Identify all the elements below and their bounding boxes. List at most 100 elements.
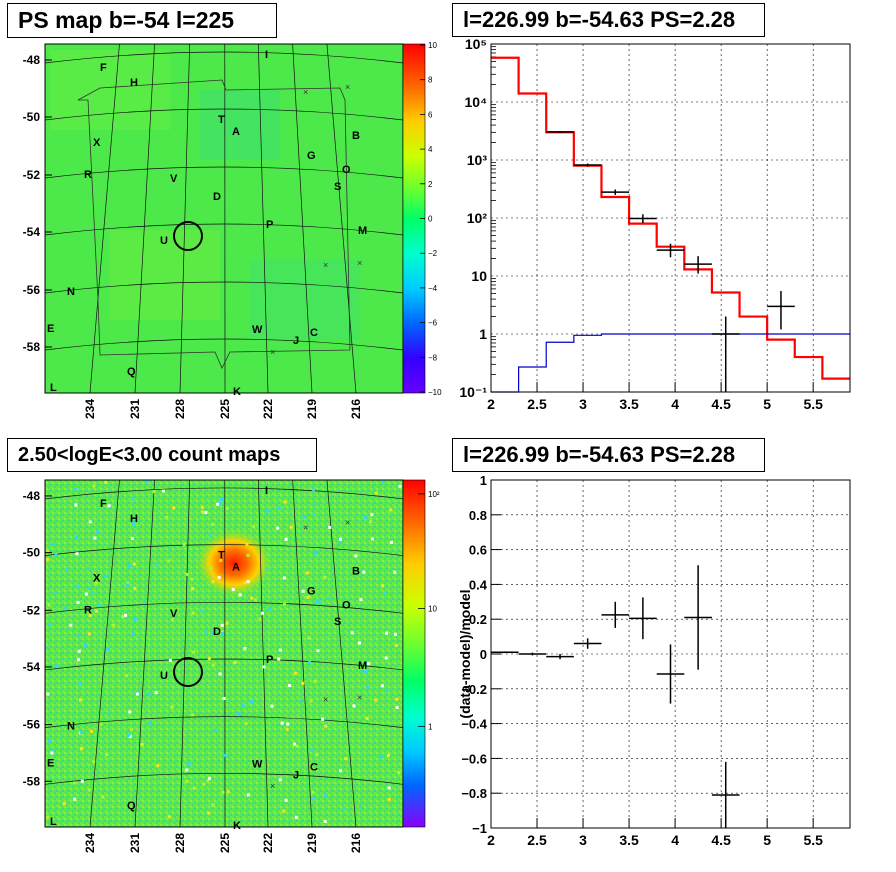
count-pixel — [133, 617, 137, 621]
source-label-w: W — [252, 324, 263, 336]
source-label-a: A — [232, 562, 240, 574]
count-pixel — [265, 567, 269, 571]
data-point — [711, 316, 740, 392]
cross-marker: × — [345, 82, 350, 92]
x-tick-label: 2 — [487, 396, 495, 412]
longitude-line — [134, 479, 155, 828]
count-pixel — [395, 697, 399, 701]
count-pixel — [289, 525, 293, 529]
cross-marker: × — [357, 258, 362, 268]
y-tick-label: 1 — [480, 473, 487, 488]
count-pixel — [250, 700, 254, 704]
count-pixel — [246, 580, 250, 584]
count-pixel — [301, 589, 305, 593]
count-pixel — [95, 609, 99, 613]
count-pixel — [78, 698, 82, 702]
count-pixel — [265, 509, 269, 513]
count-pixel — [90, 729, 94, 733]
count-pixel — [167, 815, 171, 819]
count-pixel — [315, 600, 319, 604]
count-pixel — [282, 602, 286, 606]
x-tick-label: 5 — [763, 832, 771, 848]
source-label-f: F — [100, 62, 107, 74]
count-pixel — [192, 786, 196, 790]
latitude-line — [44, 544, 404, 556]
count-pixel — [294, 815, 298, 819]
source-label-t: T — [218, 114, 225, 126]
count-pixel — [222, 696, 226, 700]
count-pixel — [260, 611, 264, 615]
count-pixel — [185, 572, 189, 576]
source-label-d: D — [213, 626, 221, 638]
y-tick-label: -58 — [23, 774, 41, 788]
count-pixel — [395, 705, 399, 709]
count-pixel — [152, 490, 156, 494]
count-pixel — [323, 820, 327, 824]
count-pixel — [301, 681, 305, 685]
ps-map-coordinate-grid — [44, 43, 404, 394]
count-pixel — [344, 757, 348, 761]
count-pixel — [73, 487, 77, 491]
x-tick-label: 225 — [218, 399, 232, 419]
count-pixel — [147, 692, 151, 696]
y-axis-label: (data-model)/model — [457, 589, 473, 718]
x-tick-label: 4.5 — [711, 832, 731, 848]
count-pixel — [200, 609, 204, 613]
source-label-n: N — [67, 721, 75, 733]
count-pixel — [78, 682, 82, 686]
longitude-line — [134, 43, 155, 394]
count-pixel — [241, 703, 245, 707]
source-label-f: F — [100, 498, 107, 510]
count-pixel — [393, 632, 397, 636]
count-pixel — [238, 593, 242, 597]
count-pixel — [387, 797, 391, 801]
longitude-line — [89, 43, 120, 394]
colorbar-tick-label: −8 — [428, 353, 438, 362]
source-label-j: J — [293, 769, 299, 781]
source-label-k: K — [233, 820, 241, 832]
count-pixel — [79, 730, 83, 734]
count-pixel — [278, 648, 282, 652]
count-pixel — [246, 553, 250, 557]
colorbar-tick-label: −4 — [428, 284, 438, 293]
count-pixel — [156, 764, 160, 768]
count-pixel — [282, 576, 286, 580]
count-pixel — [223, 753, 227, 757]
count-pixel — [126, 581, 130, 585]
x-tick-label: 231 — [128, 833, 142, 853]
data-point — [601, 189, 630, 195]
count-pixel — [324, 724, 328, 728]
residual-point — [573, 638, 602, 649]
x-tick-label: 2.5 — [527, 832, 547, 848]
y-tick-label: −1 — [472, 821, 487, 836]
count-pixel — [77, 633, 81, 637]
source-label-p: P — [266, 654, 273, 666]
count-pixel — [80, 747, 84, 751]
count-pixel — [219, 558, 223, 562]
count-pixel — [366, 685, 370, 689]
y-tick-label: -48 — [23, 53, 41, 67]
count-pixel — [381, 584, 385, 588]
y-tick-label: 0.2 — [469, 612, 487, 627]
count-pixel — [384, 656, 388, 660]
count-pixel — [221, 790, 225, 794]
y-tick-label: -56 — [23, 283, 41, 297]
count-pixel — [101, 795, 105, 799]
source-label-o: O — [342, 599, 351, 611]
count-pixel — [393, 570, 397, 574]
count-pixel — [131, 497, 135, 501]
count-pixel — [285, 727, 289, 731]
count-pixel — [190, 713, 194, 717]
count-pixel — [294, 671, 298, 675]
count-map-x-ticks: 234 231 228 225 222 219 216 — [83, 833, 363, 853]
count-pixel — [231, 588, 235, 592]
source-label-b: B — [352, 130, 360, 142]
y-tick-label: 10³ — [467, 152, 488, 168]
x-tick-label: 219 — [305, 399, 319, 419]
source-label-q: Q — [127, 800, 136, 812]
count-pixel — [293, 742, 297, 746]
count-pixel — [131, 521, 135, 525]
count-pixel — [46, 692, 50, 696]
ps-map-texture — [200, 90, 280, 160]
